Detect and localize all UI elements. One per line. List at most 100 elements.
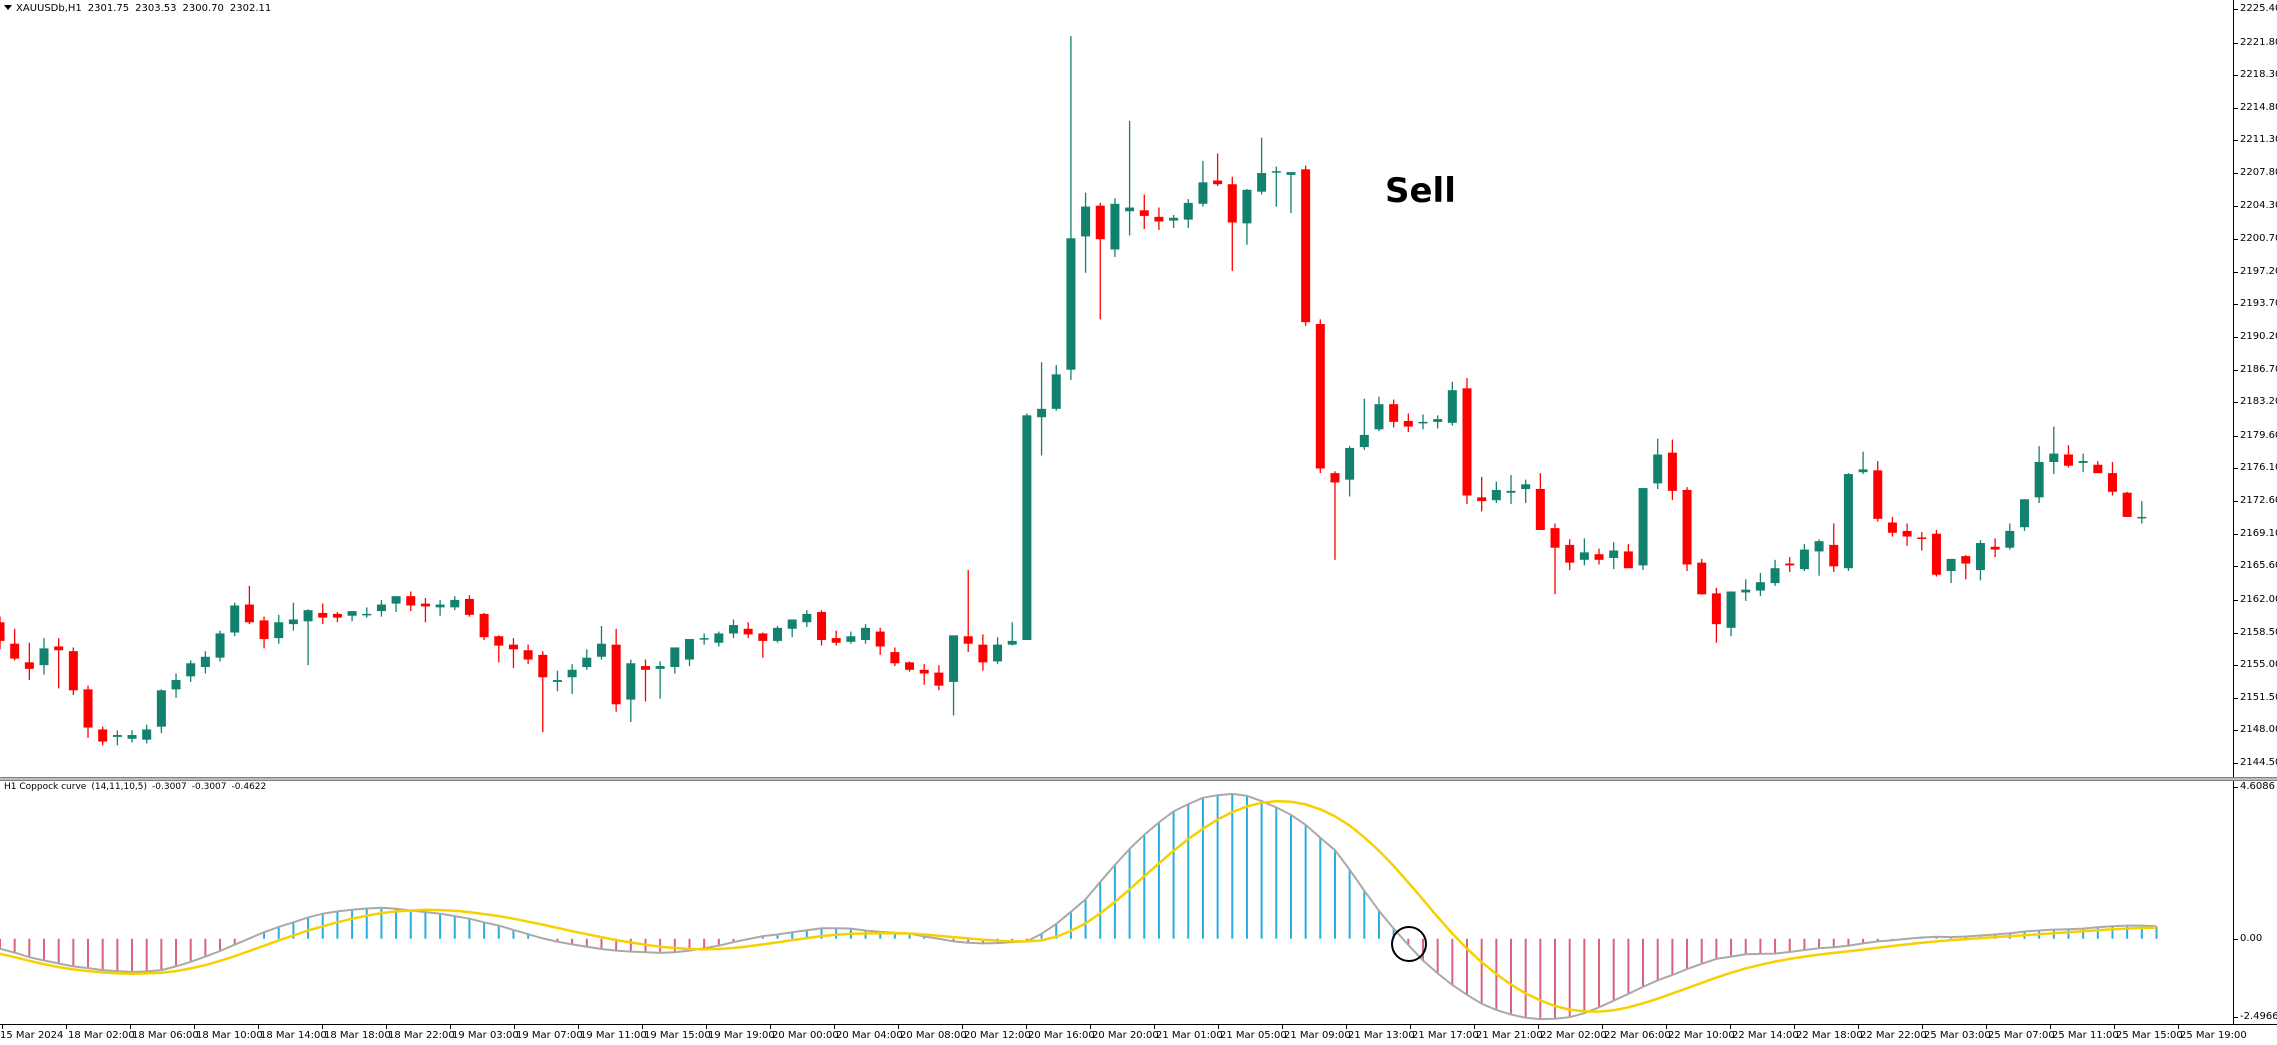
bullish-candle	[1007, 622, 1017, 646]
time-axis[interactable]: 15 Mar 2024 18 Mar 02:00 18 Mar 06:00 18 Ma…	[0, 1024, 2277, 1045]
bearish-candle	[2093, 461, 2103, 474]
candle-body	[567, 669, 577, 678]
time-tick-label: 25 Mar 15:00	[2116, 1030, 2183, 1041]
price-tick-mark	[2234, 599, 2238, 601]
bullish-candle	[1799, 543, 1809, 572]
dropdown-triangle-icon[interactable]	[4, 5, 12, 10]
candle-body	[0, 622, 5, 641]
candle-body	[861, 627, 871, 640]
crossover-circle-marker[interactable]	[1391, 926, 1427, 962]
candle-body	[1770, 568, 1780, 584]
time-tick-mark	[1858, 1025, 1859, 1029]
candle-body	[83, 689, 93, 728]
bullish-candle	[729, 619, 738, 639]
candle-body	[1447, 390, 1457, 423]
close-price: 2302.11	[229, 3, 272, 14]
candle-body	[1550, 528, 1560, 548]
candle-body	[1242, 189, 1252, 224]
time-tick-label: 18 Mar 14:00	[260, 1030, 327, 1041]
price-tick-label: 2207.80	[2240, 167, 2277, 179]
time-tick-label: 15 Mar 2024	[0, 1030, 64, 1041]
candle-body	[1154, 216, 1164, 222]
indicator-value-2: -0.3007	[191, 782, 227, 792]
candle-body	[1110, 203, 1120, 250]
bullish-candle	[1975, 540, 1985, 581]
bullish-candle	[171, 673, 181, 698]
bullish-candle	[714, 631, 724, 647]
time-tick-label: 19 Mar 03:00	[452, 1030, 519, 1041]
candle-body	[1565, 544, 1575, 563]
candle-body	[773, 627, 783, 641]
time-tick-mark	[770, 1025, 771, 1029]
bearish-candle	[640, 659, 650, 702]
candle-body	[2034, 461, 2044, 498]
price-tick-label: 2162.00	[2240, 593, 2277, 605]
candle-body	[376, 604, 386, 612]
time-tick-mark	[258, 1025, 259, 1029]
candle-body	[2078, 461, 2088, 463]
price-tick-mark	[2234, 140, 2238, 142]
bearish-candle	[1990, 538, 2000, 558]
price-tick-label: 2190.20	[2240, 331, 2277, 343]
candle-body	[200, 656, 210, 668]
candle-body	[538, 654, 548, 678]
bullish-candle	[186, 660, 196, 682]
bearish-candle	[332, 612, 342, 623]
time-tick-mark	[1730, 1025, 1731, 1029]
price-chart-area[interactable]	[0, 0, 2233, 777]
price-scale[interactable]: 2225.40 2221.80 2218.30 2214.80 2211.30 2207.…	[2233, 0, 2277, 777]
candle-body	[68, 651, 78, 691]
price-tick-label: 2193.70	[2240, 298, 2277, 310]
candle-body	[596, 643, 606, 657]
bearish-candle	[1785, 557, 1795, 572]
candle-body	[1755, 582, 1765, 591]
bullish-candle	[655, 661, 665, 699]
bearish-candle	[1403, 413, 1413, 433]
candle-body	[391, 596, 401, 604]
candle-body	[1726, 591, 1736, 628]
candle-body	[1887, 522, 1897, 533]
candle-body	[831, 638, 841, 643]
bearish-candle	[1139, 194, 1149, 229]
indicator-tick-mark	[2234, 938, 2238, 940]
candle-body	[1975, 543, 1985, 571]
price-tick-label: 2200.70	[2240, 233, 2277, 245]
time-tick-mark	[1602, 1025, 1603, 1029]
candle-body	[1609, 550, 1619, 558]
bullish-candle	[362, 607, 372, 618]
bearish-candle	[831, 630, 841, 646]
candle-body	[1653, 454, 1663, 484]
candle-body	[1946, 558, 1956, 572]
candle-body	[347, 611, 357, 616]
candle-body	[1961, 556, 1971, 564]
bearish-candle	[1667, 439, 1677, 501]
price-tick-mark	[2234, 107, 2238, 109]
price-tick-mark	[2234, 468, 2238, 470]
panel-divider[interactable]	[0, 777, 2277, 781]
sell-annotation[interactable]: Sell	[1385, 171, 1456, 211]
time-tick-label: 19 Mar 19:00	[708, 1030, 775, 1041]
bullish-candle	[112, 730, 122, 746]
candle-body	[963, 636, 973, 644]
candle-body	[244, 604, 254, 623]
time-tick-mark	[834, 1025, 835, 1029]
candle-body	[230, 605, 240, 633]
bearish-candle	[479, 612, 489, 640]
bullish-candle	[376, 599, 386, 617]
candle-body	[1345, 447, 1355, 480]
time-tick-mark	[2178, 1025, 2179, 1029]
indicator-area[interactable]	[0, 781, 2233, 1024]
bullish-candle	[1609, 542, 1619, 570]
bullish-candle	[802, 610, 812, 627]
indicator-scale[interactable]: 4.6086 0.00 -2.4966	[2233, 781, 2277, 1024]
candle-body	[1990, 546, 2000, 550]
candle-body	[288, 619, 298, 625]
candle-body	[875, 631, 885, 647]
candle-body	[1506, 490, 1516, 493]
candle-body	[846, 636, 856, 642]
bearish-candle	[1697, 558, 1707, 595]
price-tick-label: 2204.30	[2240, 199, 2277, 211]
time-tick-mark	[1794, 1025, 1795, 1029]
bullish-candle	[142, 724, 152, 744]
